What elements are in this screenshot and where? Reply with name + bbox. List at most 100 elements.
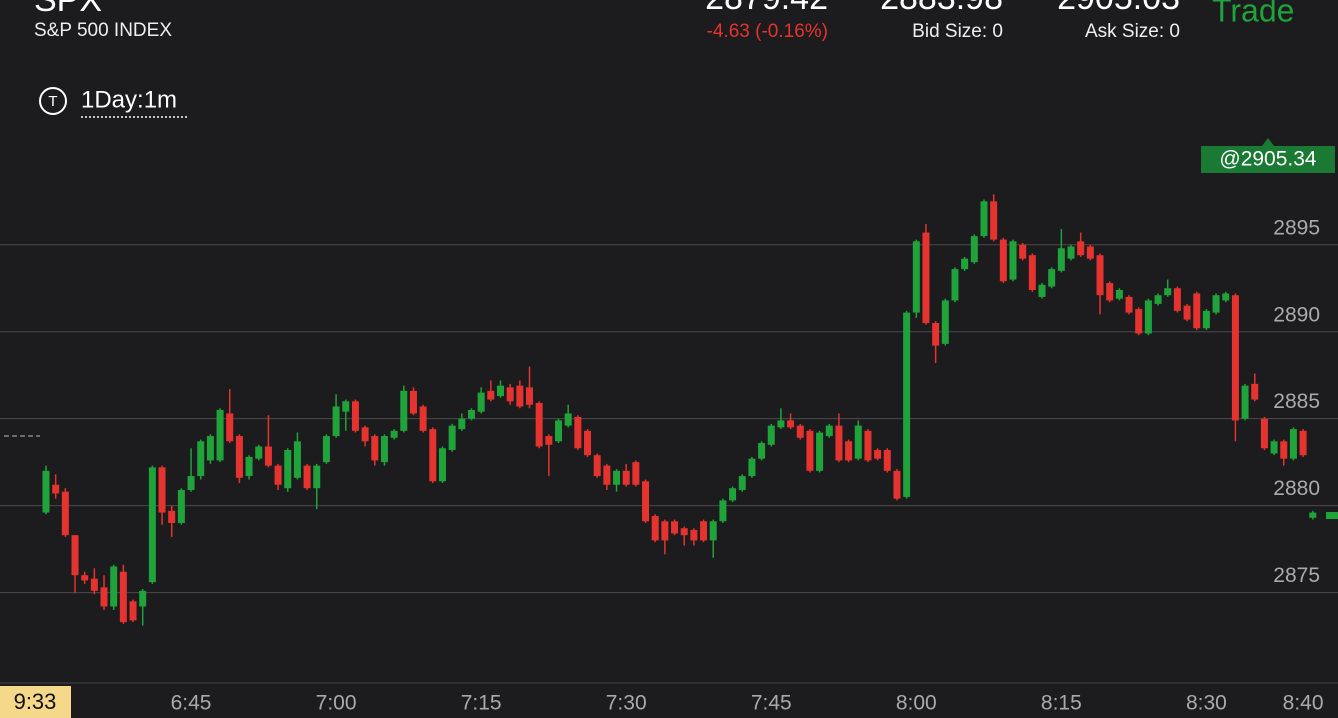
timeframe[interactable]: 1Day:1m <box>81 86 177 113</box>
candle-body <box>1193 293 1201 329</box>
candle-body <box>1173 288 1181 311</box>
candle-body <box>593 455 601 477</box>
candle-body <box>264 446 272 466</box>
timeframe-icon[interactable] <box>39 87 67 115</box>
candle-body <box>893 470 901 499</box>
candle-body <box>535 403 543 447</box>
candle-body <box>216 409 224 461</box>
y-tick-label: 2875 <box>1273 564 1320 587</box>
candle-body <box>1096 255 1104 296</box>
price-marker <box>1326 512 1338 519</box>
candle-body <box>303 465 311 489</box>
candle-body <box>864 430 872 461</box>
candle-body <box>1086 246 1094 259</box>
candle-body <box>1202 310 1210 329</box>
candle-body <box>52 484 60 494</box>
candle-body <box>61 491 69 536</box>
x-tick-label: 8:00 <box>896 692 937 715</box>
y-tick-label: 2895 <box>1273 216 1320 239</box>
order-marker-box[interactable] <box>1201 146 1335 173</box>
candle-body <box>825 425 833 437</box>
candle-body <box>1106 283 1114 301</box>
candle-body <box>903 312 911 497</box>
candle-body <box>661 521 669 541</box>
time-badge-box <box>0 686 71 718</box>
candle-body <box>1270 441 1278 454</box>
candle-body <box>351 401 359 431</box>
candle-body <box>168 510 176 524</box>
candle-body <box>642 481 650 522</box>
symbol-name: S&P 500 INDEX <box>34 20 172 41</box>
candle-body <box>139 590 147 607</box>
x-tick-label: 7:00 <box>316 692 357 715</box>
candle-body <box>429 429 437 482</box>
candle-body <box>622 470 630 485</box>
candle-body <box>129 601 137 621</box>
x-tick-label: 6:45 <box>171 692 212 715</box>
candle-body <box>1048 269 1056 287</box>
candle-body <box>158 467 166 513</box>
candle-body <box>729 488 737 501</box>
bid-price: 2883.98 <box>880 0 1003 17</box>
candle-body <box>1309 512 1317 518</box>
candle-body <box>574 416 582 449</box>
candle-body <box>961 258 969 270</box>
candle-body <box>1144 300 1152 334</box>
candle-body <box>71 535 79 576</box>
candle-body <box>719 500 727 522</box>
candle-body <box>941 300 949 344</box>
candle-body <box>148 467 156 583</box>
candle-body <box>322 436 330 463</box>
x-tick-label: 7:30 <box>606 692 647 715</box>
candle-body <box>438 448 446 482</box>
candle-body <box>1289 429 1297 459</box>
candle-body <box>980 201 988 237</box>
y-tick-label: 2890 <box>1273 303 1320 326</box>
candle-body <box>922 232 930 324</box>
candle-body <box>371 436 379 461</box>
candle-body <box>1280 441 1288 459</box>
candle-body <box>1164 288 1172 296</box>
candle-body <box>932 323 940 346</box>
price-change: -4.63 (-0.16%) <box>707 21 828 42</box>
candle-body <box>1009 241 1017 280</box>
y-tick-label: 2885 <box>1273 390 1320 413</box>
last-price: 2879.42 <box>705 0 828 17</box>
candle-body <box>477 392 485 412</box>
trade-button[interactable]: Trade <box>1212 0 1294 28</box>
candle-body <box>584 430 592 456</box>
candle-body <box>632 462 640 485</box>
candle-body <box>767 425 775 445</box>
candle-body <box>651 516 659 541</box>
candle-body <box>496 385 504 397</box>
candle-body <box>284 449 292 489</box>
candle-body <box>419 406 427 431</box>
candle-body <box>874 449 882 459</box>
candle-body <box>564 413 572 426</box>
candle-body <box>748 458 756 477</box>
candle-body <box>613 470 621 485</box>
x-tick-label: 8:15 <box>1041 692 1082 715</box>
ask-size: Ask Size: 0 <box>1085 21 1180 42</box>
candle-body <box>409 390 417 414</box>
candle-body <box>1057 248 1065 271</box>
candle-body <box>42 470 50 513</box>
candle-body <box>110 566 118 607</box>
x-tick-label: 7:15 <box>461 692 502 715</box>
candle-body <box>506 387 514 402</box>
candle-body <box>361 427 369 442</box>
candle-body <box>467 409 475 419</box>
candle-body <box>1135 309 1143 334</box>
candle-body <box>758 443 766 459</box>
bid-size: Bid Size: 0 <box>912 21 1003 42</box>
candle-body <box>206 436 214 461</box>
candle-body <box>854 425 862 459</box>
candle-body <box>700 521 708 541</box>
candle-body <box>119 571 127 623</box>
candle-body <box>197 441 205 477</box>
ask-price: 2905.03 <box>1057 0 1180 17</box>
candle-body <box>390 430 398 438</box>
candle-body <box>970 236 978 263</box>
candle-body <box>787 420 795 428</box>
